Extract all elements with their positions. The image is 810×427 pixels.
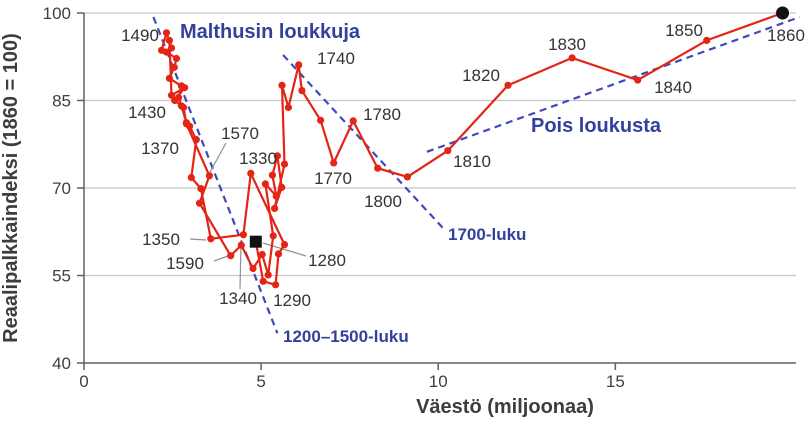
data-point-1610 — [249, 264, 257, 273]
data-point-1540 — [171, 96, 179, 105]
year-label-1280: 1280 — [308, 251, 346, 270]
data-point-1780 — [349, 117, 357, 125]
y-tick-label-70: 70 — [52, 179, 71, 198]
data-point-1750 — [298, 87, 306, 95]
x-tick-label-5: 5 — [256, 372, 265, 391]
year-label-1780: 1780 — [363, 105, 401, 124]
data-point-1330 — [247, 169, 255, 177]
data-point-1730 — [284, 103, 292, 112]
data-point-1790 — [374, 164, 382, 172]
data-point-1830 — [568, 54, 576, 62]
x-axis-title: Väestö (miljoonaa) — [416, 396, 594, 418]
year-label-1840: 1840 — [654, 78, 692, 97]
trend-line-escape-trend — [426, 16, 800, 153]
trend-line-1700-trend — [282, 54, 444, 229]
data-point-1680 — [273, 152, 281, 160]
year-label-1770: 1770 — [314, 169, 352, 188]
year-label-1350: 1350 — [142, 230, 180, 249]
data-point-1650 — [261, 180, 269, 188]
data-point-1310 — [274, 250, 283, 258]
year-label-1290: 1290 — [273, 291, 311, 310]
data-point-1720 — [278, 81, 286, 89]
data-point-1640 — [269, 232, 277, 240]
data-point-1630 — [264, 271, 272, 279]
x-tick-label-15: 15 — [606, 372, 625, 391]
data-point-1340 — [239, 231, 247, 239]
trend-line-1200-1500-trend — [152, 16, 279, 334]
data-point-1670 — [268, 171, 276, 179]
era-label-1: 1700-luku — [448, 225, 526, 244]
leader-line-1350 — [189, 238, 207, 241]
data-point-1530 — [181, 84, 189, 92]
year-label-1810: 1810 — [453, 152, 491, 171]
data-point-1620 — [258, 250, 266, 259]
data-point-1300 — [272, 281, 280, 289]
year-label-1820: 1820 — [462, 66, 500, 85]
data-point-1580 — [195, 199, 204, 207]
data-point-1380 — [192, 136, 200, 144]
data-point-1800 — [403, 173, 411, 181]
year-label-1330: 1330 — [239, 149, 277, 168]
era-label-0: 1200–1500-luku — [283, 327, 409, 346]
y-tick-label-40: 40 — [52, 354, 71, 373]
year-label-1370: 1370 — [141, 139, 179, 158]
year-label-1490: 1490 — [121, 26, 159, 45]
data-point-1500 — [167, 44, 176, 52]
data-point-1740 — [295, 61, 303, 69]
end-marker-1860 — [776, 6, 790, 20]
data-point-1350 — [207, 235, 215, 243]
data-point-1590 — [227, 252, 235, 260]
data-point-1820 — [504, 81, 512, 89]
data-point-1510 — [165, 36, 173, 45]
data-point-1600 — [237, 241, 245, 249]
data-point-1850 — [703, 36, 711, 45]
data-point-1700 — [271, 204, 279, 212]
data-point-1320 — [280, 241, 289, 249]
data-point-1770 — [330, 159, 338, 167]
data-point-1290 — [259, 277, 267, 285]
year-label-1340: 1340 — [219, 289, 257, 308]
leader-line-1570 — [208, 142, 227, 175]
data-point-1550 — [179, 103, 188, 112]
data-point-1570 — [205, 172, 213, 180]
data-point-1710 — [280, 160, 289, 168]
data-point-1810 — [444, 147, 452, 155]
year-label-1430: 1430 — [128, 103, 166, 122]
malthusian-trap-label: Malthusin loukkuja — [180, 21, 361, 43]
y-tick-label-100: 100 — [43, 4, 71, 23]
data-point-1490 — [162, 29, 171, 37]
year-label-1860: 1860 — [767, 26, 805, 45]
leader-line-1590 — [213, 255, 229, 262]
leader-line-1280 — [262, 242, 307, 257]
data-point-1370 — [187, 173, 195, 182]
y-tick-label-55: 55 — [52, 267, 71, 286]
data-point-1660 — [272, 192, 280, 200]
escape-trap-label: Pois loukusta — [531, 115, 662, 137]
year-label-1850: 1850 — [665, 21, 703, 40]
data-point-1560 — [182, 120, 190, 128]
year-label-1740: 1740 — [317, 49, 355, 68]
data-point-1360 — [197, 185, 205, 193]
data-point-1760 — [317, 116, 325, 124]
data-point-1520 — [167, 91, 176, 99]
data-point-1450 — [170, 63, 178, 71]
data-point-1690 — [278, 183, 286, 191]
y-axis-title: Reaalipalkkaindeksi (1860 = 100) — [0, 33, 22, 343]
y-tick-label-85: 85 — [52, 92, 71, 111]
year-label-1830: 1830 — [548, 35, 586, 54]
leader-line-1340 — [239, 242, 242, 290]
data-point-1460 — [172, 54, 181, 63]
x-tick-label-10: 10 — [429, 372, 448, 391]
x-tick-label-0: 0 — [79, 372, 88, 391]
data-point-1840 — [634, 76, 642, 84]
year-label-1800: 1800 — [364, 192, 402, 211]
start-marker-1280 — [249, 235, 262, 248]
data-point-1440 — [165, 74, 173, 82]
year-label-1590: 1590 — [166, 254, 204, 273]
data-point-1480 — [158, 46, 166, 54]
year-label-1570: 1570 — [221, 124, 259, 143]
